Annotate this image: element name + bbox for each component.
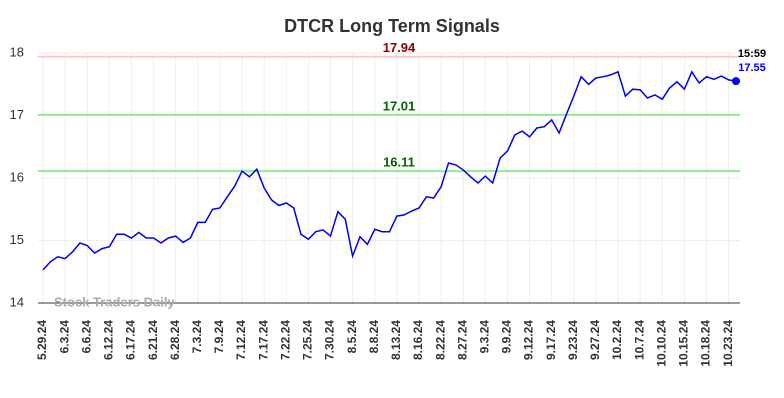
x-tick-label: 10.2.24 [610, 320, 624, 360]
x-tick-label: 6.17.24 [124, 320, 138, 360]
y-tick-label: 17 [10, 107, 24, 122]
x-tick-label: 8.16.24 [411, 320, 425, 360]
x-tick-label: 9.27.24 [588, 320, 602, 360]
x-tick-label: 9.12.24 [522, 320, 536, 360]
x-tick-label: 8.13.24 [389, 320, 403, 360]
reference-label: 17.94 [383, 40, 416, 55]
x-tick-label: 6.12.24 [102, 320, 116, 360]
x-tick-label: 8.27.24 [455, 320, 469, 360]
x-tick-label: 9.23.24 [566, 320, 580, 360]
y-tick-label: 16 [10, 169, 24, 184]
x-tick-label: 6.3.24 [57, 320, 71, 354]
x-tick-label: 6.28.24 [168, 320, 182, 360]
chart-title: DTCR Long Term Signals [284, 16, 500, 36]
reference-label: 17.01 [383, 98, 416, 113]
x-tick-label: 5.29.24 [35, 320, 49, 360]
x-tick-label: 8.22.24 [433, 320, 447, 360]
x-tick-label: 7.22.24 [278, 320, 292, 360]
y-tick-label: 18 [10, 44, 24, 59]
x-tick-label: 9.17.24 [544, 320, 558, 360]
y-tick-label: 15 [10, 232, 24, 247]
x-tick-label: 7.17.24 [256, 320, 270, 360]
x-tick-label: 6.21.24 [146, 320, 160, 360]
x-tick-label: 9.3.24 [478, 320, 492, 354]
x-tick-label: 10.7.24 [632, 320, 646, 360]
x-tick-label: 7.3.24 [190, 320, 204, 354]
y-tick-label: 14 [10, 294, 24, 309]
x-tick-label: 6.6.24 [79, 320, 93, 354]
x-tick-label: 8.5.24 [345, 320, 359, 354]
last-time: 15:59 [738, 48, 766, 60]
x-tick-label: 9.9.24 [500, 320, 514, 354]
x-tick-label: 7.25.24 [301, 320, 315, 360]
price-line [42, 70, 737, 271]
x-tick-label: 10.15.24 [677, 320, 691, 367]
watermark: Stock Traders Daily [54, 294, 175, 309]
last-value: 17.55 [738, 62, 766, 74]
x-tick-label: 7.30.24 [323, 320, 337, 360]
last-point [732, 77, 740, 86]
reference-label: 16.11 [383, 155, 415, 170]
x-tick-label: 7.9.24 [212, 320, 226, 354]
x-tick-label: 8.8.24 [367, 320, 381, 354]
x-tick-label: 10.18.24 [699, 320, 713, 367]
x-tick-label: 10.23.24 [721, 320, 735, 367]
x-tick-label: 7.12.24 [234, 320, 248, 360]
x-tick-label: 10.10.24 [654, 320, 668, 367]
